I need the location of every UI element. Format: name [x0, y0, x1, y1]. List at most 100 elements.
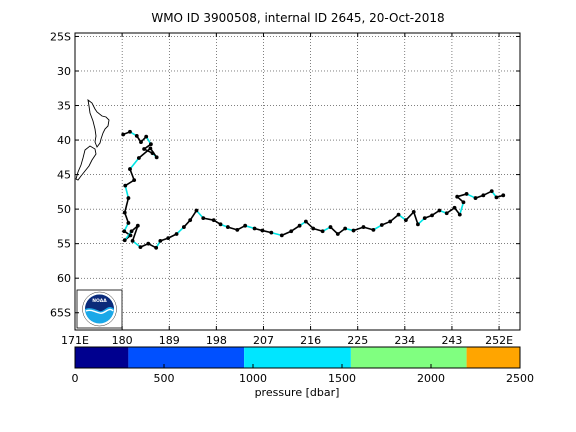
profile-point [289, 229, 294, 234]
profile-point [437, 208, 442, 213]
profile-point [132, 178, 137, 183]
profile-point [139, 140, 143, 145]
track-segment [412, 211, 419, 225]
profile-point [388, 219, 393, 224]
profile-point [335, 232, 340, 236]
profile-point [444, 211, 449, 216]
latitude-tick-label: 65S [50, 307, 71, 320]
profile-point [311, 226, 316, 231]
profile-point [158, 239, 163, 243]
latitude-tick-label: 45 [57, 169, 71, 182]
longitude-tick-labels: 171E 180 189 198 207 216 225 234 243 252E [61, 33, 513, 347]
profile-point [343, 226, 348, 231]
latitude-tick-label: 50 [57, 203, 71, 216]
profile-point [174, 232, 179, 236]
profile-point [279, 233, 284, 238]
colorbar-bin [466, 347, 520, 368]
longitude-tick-label: 216 [300, 334, 321, 347]
longitude-tick-label: 198 [206, 334, 227, 347]
profile-point [134, 134, 139, 138]
profile-point [126, 196, 131, 200]
profile-point [148, 146, 153, 151]
profile-point [361, 225, 366, 229]
profile-point [122, 210, 127, 215]
profile-point [473, 196, 478, 200]
colorbar-tick-label: 1000 [239, 372, 267, 385]
latitude-tick-label: 40 [57, 134, 71, 147]
profile-point [149, 142, 153, 147]
profile-point [252, 226, 257, 231]
colorbar-label: pressure [dbar] [255, 386, 340, 399]
latitude-tick-label: 25S [50, 30, 71, 43]
profile-point [122, 238, 127, 243]
profile-point [457, 212, 462, 217]
figure-title: WMO ID 3900508, internal ID 2645, 20-Oct… [151, 11, 444, 25]
latitude-ticks: 25S 30 35 40 45 50 55 60 65S [50, 30, 520, 320]
profile-point [455, 194, 460, 199]
track-segment [131, 225, 139, 242]
profile-point [201, 216, 206, 221]
profile-point [430, 213, 434, 218]
profile-point [146, 241, 151, 246]
profile-point [194, 208, 199, 213]
colorbar-bin [75, 347, 129, 368]
profile-point [181, 225, 186, 229]
latitude-tick-label: 55 [57, 238, 71, 251]
profile-point [464, 192, 469, 196]
latitude-tick-label: 60 [57, 272, 71, 285]
profile-point [461, 200, 466, 205]
profile-point [129, 229, 134, 234]
longitude-tick-label: 180 [112, 334, 133, 347]
colorbar-frame [74, 346, 521, 369]
profile-point [371, 227, 376, 232]
profile-point [494, 195, 499, 200]
profile-point [122, 229, 127, 234]
longitude-tick-label: 225 [347, 334, 368, 347]
profile-point [416, 222, 420, 227]
profile-point [142, 147, 147, 151]
float-track [121, 129, 506, 250]
profile-point [128, 167, 132, 171]
profile-point [396, 212, 401, 217]
colorbar: 171E 180 189 198 207 216 225 234 243 252E 0 500 100… [61, 33, 534, 399]
track-segment [138, 147, 151, 159]
longitude-tick-label: 234 [394, 334, 415, 347]
latitude-tick-label: 35 [57, 100, 71, 113]
map-grid [74, 33, 520, 330]
colorbar-tick-label: 500 [154, 372, 175, 385]
profile-point [135, 223, 140, 228]
map-panel: NOAA 25S 30 35 40 45 50 55 60 65S [50, 30, 521, 331]
profile-point [154, 245, 159, 250]
profile-point [452, 205, 457, 210]
profile-point [489, 189, 494, 194]
profile-point [130, 239, 135, 243]
colorbar-tick-labels: 0 500 1000 1500 2000 2500 [72, 364, 534, 385]
profile-point [403, 218, 408, 223]
profile-point [188, 218, 193, 223]
track-segment [189, 210, 198, 221]
noaa-logo-text: NOAA [92, 298, 107, 304]
profile-point [379, 223, 384, 227]
map-background [75, 33, 520, 330]
profile-point [144, 134, 149, 139]
profile-point [123, 183, 128, 188]
longitude-tick-label: 252E [485, 334, 513, 347]
longitude-tick-label: 189 [159, 334, 180, 347]
profile-point [235, 227, 240, 232]
longitude-tick-label: 171E [61, 334, 89, 347]
latitude-tick-label: 30 [57, 65, 71, 78]
profile-point [351, 228, 356, 233]
profile-point [422, 216, 427, 221]
profile-point [320, 229, 325, 234]
profile-point [138, 245, 143, 250]
colorbar-tick-label: 2000 [417, 372, 445, 385]
noaa-logo: NOAA [76, 289, 123, 329]
profile-point [166, 236, 171, 241]
profile-point [225, 225, 230, 229]
profile-point [128, 233, 133, 238]
longitude-tick-label: 207 [253, 334, 274, 347]
colorbar-tick-label: 1500 [328, 372, 356, 385]
profile-point [150, 151, 155, 156]
profile-point [260, 228, 265, 233]
